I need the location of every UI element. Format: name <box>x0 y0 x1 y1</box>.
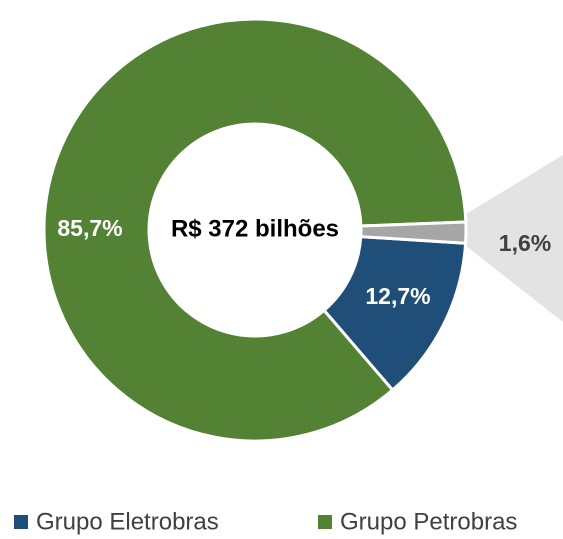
slice <box>42 17 468 443</box>
legend-label: Grupo Petrobras <box>340 508 517 535</box>
legend-label: Grupo Eletrobras <box>36 508 219 535</box>
callout <box>466 155 563 322</box>
legend-swatch <box>318 515 332 529</box>
data-label: 12,7% <box>365 283 430 309</box>
data-label: 85,7% <box>57 215 122 241</box>
slice <box>359 220 468 245</box>
legend-swatch <box>14 515 28 529</box>
center-label: R$ 372 bilhões <box>171 215 339 242</box>
data-label: 1,6% <box>499 230 551 256</box>
